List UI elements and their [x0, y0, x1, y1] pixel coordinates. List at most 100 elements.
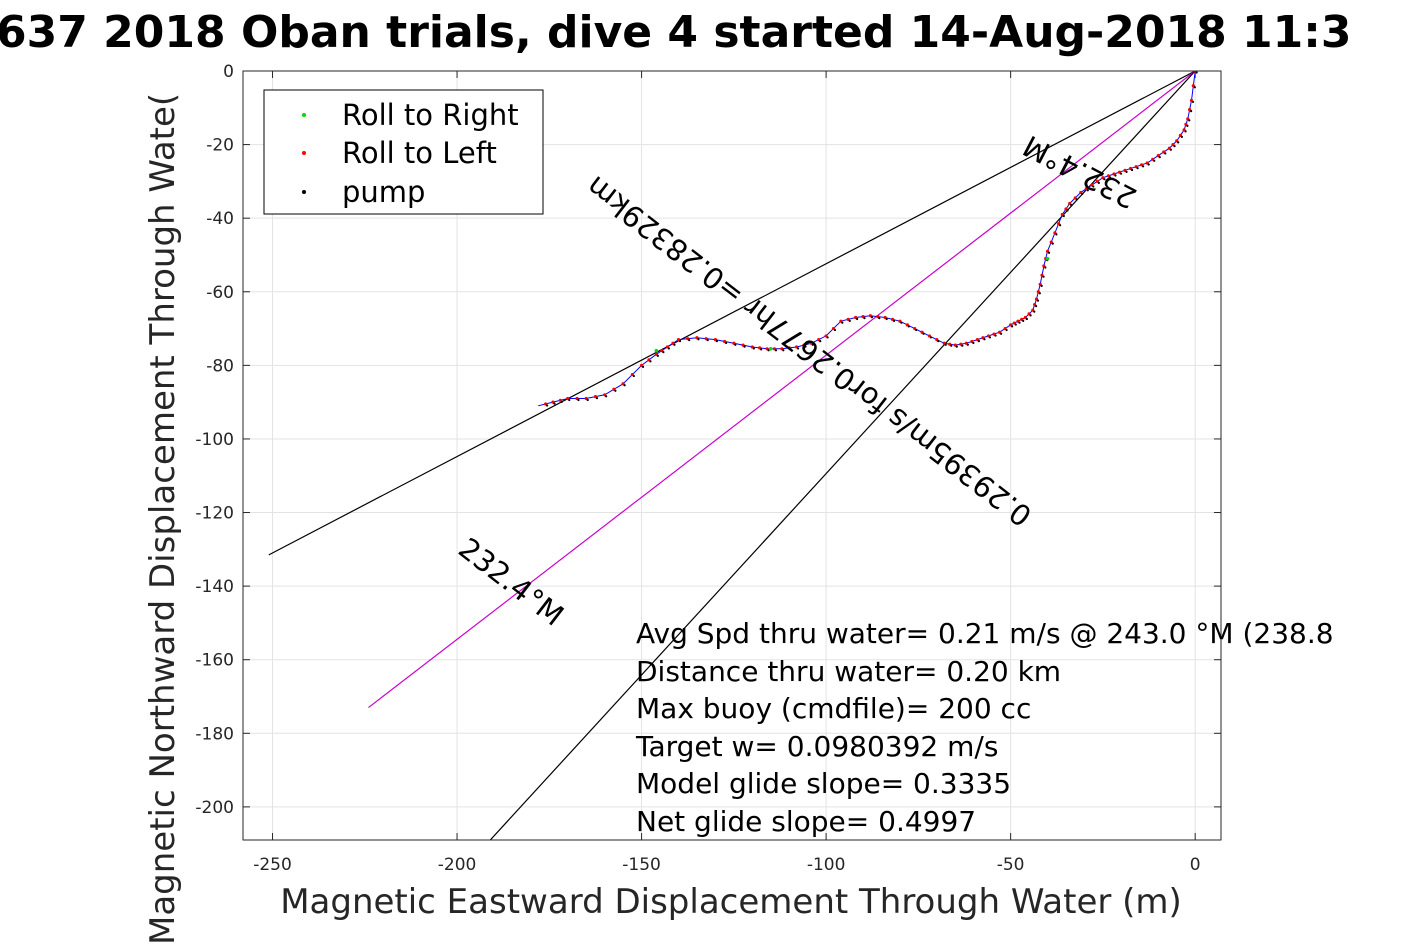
legend-label-roll-left: Roll to Left [342, 136, 497, 170]
pump-point [833, 328, 837, 332]
pump-point [863, 317, 866, 320]
x-tick-label: -150 [622, 855, 661, 875]
pump-point [961, 344, 964, 347]
pump-point [1173, 144, 1176, 148]
pump-point [900, 321, 903, 324]
pump-point [966, 343, 969, 346]
pump-point [856, 317, 859, 321]
reference-line-heading-232-upper [268, 71, 1196, 556]
pump-point [1042, 275, 1045, 278]
x-tick-label: -200 [438, 855, 477, 875]
pump-point [1029, 314, 1032, 317]
pump-point [553, 402, 556, 405]
x-tick-label: -100 [807, 855, 846, 875]
pump-point [1018, 321, 1021, 324]
pump-point [994, 334, 997, 337]
pump-point [697, 338, 700, 341]
y-tick-label: -200 [195, 798, 234, 818]
pump-point [796, 347, 800, 350]
pump-point [767, 349, 770, 352]
pump-point [907, 325, 910, 328]
pump-point [892, 319, 896, 322]
pump-point [1169, 148, 1172, 151]
pump-point [568, 398, 571, 402]
annotation-model-glide: Model glide slope= 0.3335 [636, 767, 1011, 800]
pump-point [715, 339, 718, 343]
pump-point [774, 349, 778, 352]
pump-point [977, 339, 981, 343]
pump-point [950, 344, 953, 347]
roll-right-point [654, 348, 659, 353]
annotations: Avg Spd thru water= 0.21 m/s @ 243.0 °M … [635, 617, 1334, 838]
pump-point [1186, 124, 1189, 127]
pump-point [1184, 130, 1187, 133]
pump-point [641, 365, 645, 368]
pump-point [1193, 86, 1196, 89]
pump-point [1190, 110, 1193, 113]
pump-point [614, 389, 617, 392]
pump-point [1036, 299, 1040, 302]
y-tick-label: -60 [206, 283, 234, 303]
pump-point [878, 317, 881, 320]
pump-point [1005, 328, 1008, 332]
pump-point [922, 332, 925, 335]
annotation-distance: Distance thru water= 0.20 km [636, 655, 1061, 688]
pump-point [983, 338, 986, 341]
pump-point [1142, 165, 1145, 168]
pump-point [1125, 170, 1128, 173]
pump-point [1025, 317, 1028, 321]
pump-point [1081, 192, 1084, 196]
pump-point [673, 343, 676, 346]
annotation-target-w: Target w= 0.0980392 m/s [635, 730, 998, 763]
legend-marker-roll-right [302, 113, 306, 117]
pump-point [662, 351, 665, 354]
roll-right-point [768, 346, 773, 351]
pump-point [667, 347, 671, 350]
pump-point [826, 336, 829, 339]
pump-point [1195, 71, 1198, 74]
pump-point [841, 321, 844, 324]
y-tick-label: -180 [195, 724, 234, 744]
pump-point [1108, 176, 1112, 179]
pump-point [678, 339, 682, 343]
pump-point [1051, 242, 1054, 245]
pump-point [870, 316, 873, 319]
y-tick-label: -140 [195, 577, 234, 597]
chart-title: 637 2018 Oban trials, dive 4 started 14-… [0, 7, 1352, 58]
pump-point [999, 332, 1003, 335]
pump-point [1188, 119, 1191, 122]
pump-point [1103, 178, 1106, 181]
pump-point [1035, 305, 1038, 308]
y-tick-label: -100 [195, 430, 234, 450]
pump-point [1177, 141, 1180, 144]
pump-point [811, 343, 814, 346]
x-axis-label: Magnetic Eastward Displacement Through W… [280, 882, 1182, 922]
pump-point [782, 349, 785, 352]
pump-point [1040, 284, 1043, 288]
pump-point [1191, 100, 1195, 104]
pump-point [988, 336, 992, 339]
pump-point [1164, 152, 1167, 155]
pump-point [1055, 233, 1058, 236]
pump-point [586, 398, 589, 402]
pump-point [706, 339, 709, 342]
pump-point [1147, 163, 1150, 166]
legend-label-roll-right: Roll to Right [342, 98, 519, 132]
y-axis-label: Magnetic Northward Displacement Through … [143, 93, 183, 945]
pump-point [929, 336, 933, 339]
pump-point [848, 319, 851, 322]
reference-line-heading-232-mid [368, 71, 1196, 709]
pump-point [632, 374, 635, 378]
pump-point [1022, 319, 1025, 322]
x-tick-label: 0 [1190, 855, 1201, 875]
pump-point [1086, 189, 1089, 192]
legend-marker-roll-left [302, 151, 306, 155]
legend-label-pump: pump [342, 175, 425, 209]
pump-point [1158, 156, 1161, 159]
pump-point [1136, 167, 1139, 170]
pump-point [656, 354, 659, 357]
pump-point [937, 339, 940, 343]
pump-point [804, 345, 807, 348]
pump-point [560, 400, 563, 403]
